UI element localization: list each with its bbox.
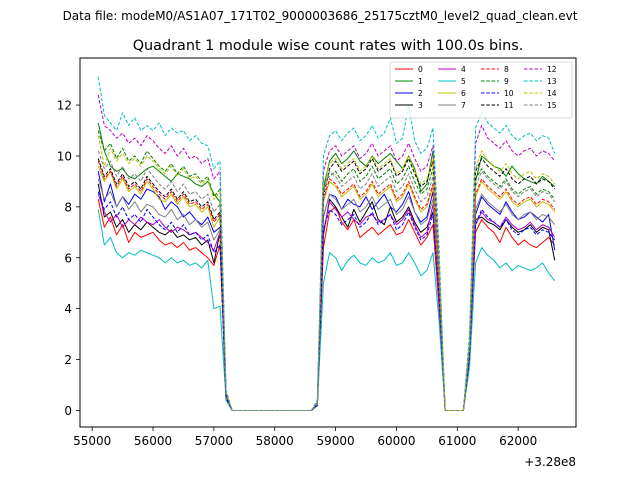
x-tick-label: 59000 — [317, 434, 355, 448]
legend-label-9: 9 — [504, 77, 509, 86]
legend-label-10: 10 — [504, 89, 514, 98]
series-line-14 — [97, 135, 556, 411]
series-line-5 — [97, 209, 556, 411]
series-line-12 — [97, 94, 556, 411]
y-tick-label: 8 — [64, 200, 72, 214]
y-tick-label: 4 — [64, 302, 72, 316]
y-tick-label: 12 — [57, 99, 72, 113]
x-tick-label: 60000 — [377, 434, 415, 448]
chart-title: Quadrant 1 module wise count rates with … — [133, 38, 524, 54]
x-axis: 55000 56000 57000 58000 59000 60000 61000 62000 — [73, 427, 537, 448]
legend-label-1: 1 — [418, 77, 423, 86]
legend-label-6: 6 — [461, 89, 466, 98]
y-axis: 0 2 4 6 8 10 12 — [57, 99, 80, 418]
y-tick-label: 10 — [57, 149, 72, 163]
legend-label-3: 3 — [418, 101, 423, 110]
legend-label-7: 7 — [461, 101, 466, 110]
y-tick-label: 6 — [64, 251, 72, 265]
x-tick-label: 57000 — [195, 434, 233, 448]
legend-label-0: 0 — [418, 65, 423, 74]
series-line-9 — [97, 130, 556, 411]
legend-label-8: 8 — [504, 65, 509, 74]
legend-label-2: 2 — [418, 89, 423, 98]
series-line-7 — [97, 178, 556, 411]
legend-label-13: 13 — [547, 77, 557, 86]
x-tick-label: 62000 — [499, 434, 537, 448]
y-tick-label: 2 — [64, 353, 72, 367]
series-line-10 — [97, 191, 556, 411]
x-tick-label: 61000 — [438, 434, 476, 448]
x-tick-label: 56000 — [134, 434, 172, 448]
legend-label-12: 12 — [547, 65, 557, 74]
x-tick-label: 58000 — [256, 434, 294, 448]
legend-label-4: 4 — [461, 65, 466, 74]
series-line-8 — [97, 160, 556, 411]
series-line-11 — [97, 158, 556, 411]
legend-box — [389, 61, 573, 119]
y-tick-label: 0 — [64, 404, 72, 418]
series-line-13 — [97, 77, 556, 411]
series-line-6 — [97, 165, 556, 411]
x-axis-offset-label: +3.28e8 — [524, 455, 576, 469]
series-line-0 — [97, 199, 556, 411]
series-layer — [97, 77, 556, 411]
x-tick-label: 55000 — [73, 434, 111, 448]
legend-label-15: 15 — [547, 101, 557, 110]
legend-label-5: 5 — [461, 77, 466, 86]
legend-label-11: 11 — [504, 101, 514, 110]
plot-frame — [79, 57, 577, 428]
figure-suptitle: Data file: modeM0/AS1A07_171T02_90000036… — [63, 9, 578, 23]
legend-label-14: 14 — [547, 89, 557, 98]
series-line-15 — [97, 150, 556, 411]
